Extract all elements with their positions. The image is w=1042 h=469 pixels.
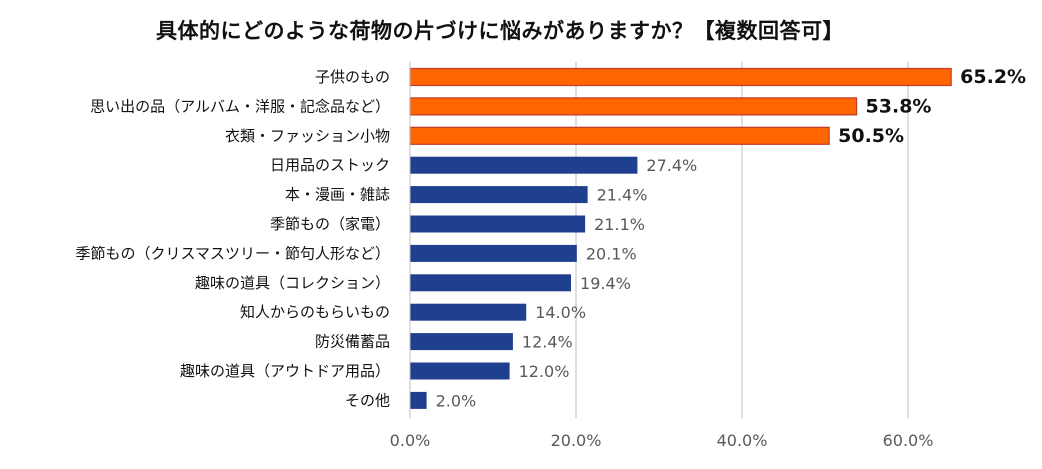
bar (410, 303, 527, 321)
data-label: 65.2% (960, 66, 1026, 88)
category-label: 季節もの（クリスマスツリー・節句人形など） (75, 244, 390, 262)
bar (409, 67, 952, 87)
bar (410, 333, 513, 351)
category-label: 衣類・ファッション小物 (225, 127, 390, 145)
data-label: 19.4% (580, 274, 631, 293)
category-label: 本・漫画・雑誌 (285, 186, 390, 204)
data-label: 12.4% (522, 333, 573, 352)
data-label: 21.1% (594, 215, 645, 234)
category-label: 日用品のストック (270, 156, 390, 174)
chart-title: 具体的にどのような荷物の片づけに悩みがありますか？【複数回答可】 (156, 19, 844, 43)
x-tick-label: 0.0% (390, 431, 431, 450)
bar (410, 186, 588, 204)
data-label: 2.0% (436, 391, 477, 410)
x-tick-label: 60.0% (883, 431, 934, 450)
category-label: 防災備蓄品 (315, 333, 390, 351)
bar (410, 391, 427, 409)
category-label: 子供のもの (315, 68, 390, 86)
data-label: 53.8% (866, 95, 932, 117)
bar (410, 156, 638, 174)
bar (409, 97, 858, 116)
data-label: 14.0% (535, 303, 586, 322)
bar (409, 126, 830, 145)
category-label: 思い出の品（アルバム・洋服・記念品など） (90, 97, 390, 115)
bar (410, 215, 586, 233)
data-label: 27.4% (646, 156, 697, 175)
category-label: 知人からのもらいもの (240, 303, 390, 321)
x-tick-label: 40.0% (717, 431, 768, 450)
category-label: 趣味の道具（コレクション） (195, 274, 390, 292)
data-label: 12.0% (519, 362, 570, 381)
x-tick-label: 20.0% (551, 431, 602, 450)
bar (410, 274, 572, 292)
bar (410, 244, 577, 262)
category-label: 季節もの（家電） (270, 215, 390, 233)
data-label: 20.1% (586, 244, 637, 263)
category-label: その他 (345, 391, 390, 409)
category-label: 趣味の道具（アウトドア用品） (180, 362, 390, 380)
data-label: 21.4% (597, 186, 648, 205)
bar (410, 362, 510, 380)
data-label: 50.5% (838, 125, 904, 147)
